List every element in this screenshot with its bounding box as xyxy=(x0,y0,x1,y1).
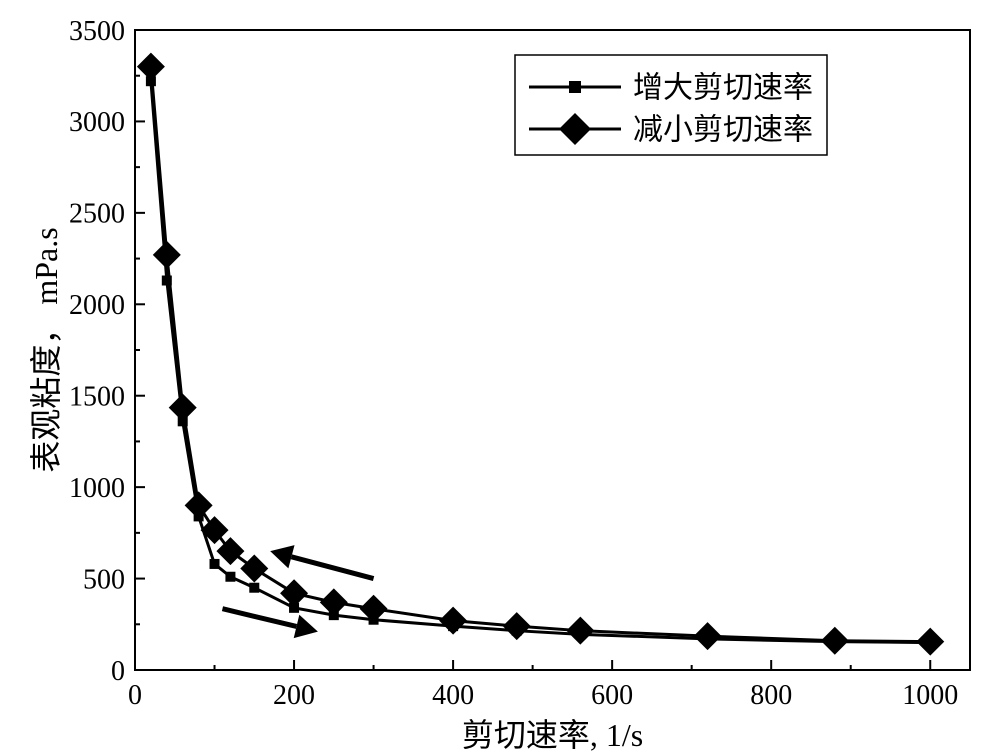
svg-text:400: 400 xyxy=(432,680,474,711)
svg-text:3000: 3000 xyxy=(69,107,125,138)
svg-text:0: 0 xyxy=(111,656,125,687)
svg-text:1500: 1500 xyxy=(69,382,125,413)
viscosity-chart: 0 200 400 600 800 1000 0 500 1000 1500 2000 2500 300… xyxy=(0,0,1000,756)
svg-text:2000: 2000 xyxy=(69,290,125,321)
svg-text:2500: 2500 xyxy=(69,199,125,230)
svg-text:1000: 1000 xyxy=(69,473,125,504)
svg-text:表观粘度， mPa.s: 表观粘度， mPa.s xyxy=(28,227,64,472)
svg-text:增大剪切速率: 增大剪切速率 xyxy=(633,72,813,105)
svg-text:3500: 3500 xyxy=(69,16,125,47)
svg-text:200: 200 xyxy=(273,680,315,711)
chart-svg: 0 200 400 600 800 1000 0 500 1000 1500 2000 2500 300… xyxy=(0,0,1000,756)
svg-text:0: 0 xyxy=(128,680,142,711)
svg-text:600: 600 xyxy=(591,680,633,711)
svg-text:减小剪切速率: 减小剪切速率 xyxy=(633,114,813,147)
svg-text:800: 800 xyxy=(750,680,792,711)
svg-text:1000: 1000 xyxy=(902,680,958,711)
svg-text:剪切速率, 1/s: 剪切速率, 1/s xyxy=(462,717,643,753)
svg-text:500: 500 xyxy=(83,564,125,595)
